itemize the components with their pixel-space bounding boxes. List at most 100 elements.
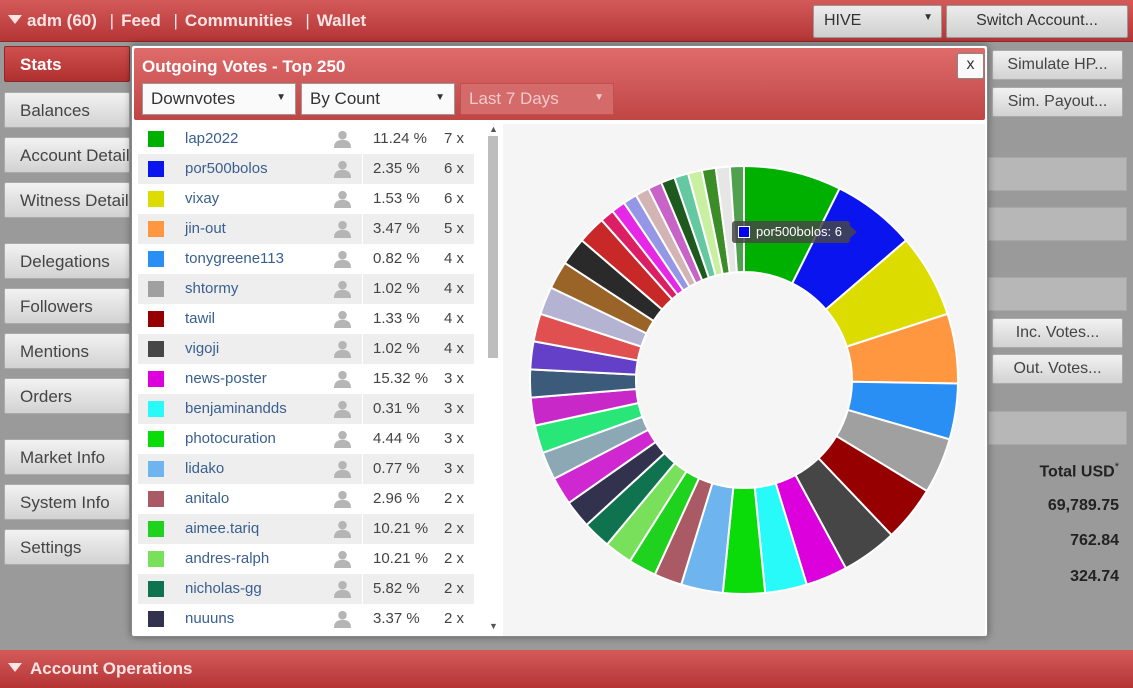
- vote-row: andres-ralph 10.21 % 2 x: [138, 544, 474, 574]
- voter-link[interactable]: vigoji: [185, 340, 220, 357]
- simulate-hp-button[interactable]: Simulate HP...: [992, 50, 1123, 80]
- voter-link[interactable]: vixay: [185, 190, 220, 207]
- user-icon[interactable]: [333, 309, 352, 328]
- range-select[interactable]: Last 7 Days ▼: [460, 83, 614, 115]
- menu-stats[interactable]: Stats: [4, 46, 130, 82]
- menu-mentions[interactable]: Mentions: [4, 333, 130, 369]
- user-icon[interactable]: [333, 219, 352, 238]
- user-icon[interactable]: [333, 429, 352, 448]
- menu-orders[interactable]: Orders: [4, 378, 130, 414]
- scroll-up-icon[interactable]: ▲: [489, 124, 498, 134]
- column-divider: [362, 184, 363, 214]
- column-divider: [362, 364, 363, 394]
- account-menu-caret-icon[interactable]: [8, 15, 22, 24]
- vote-type-value: Downvotes: [151, 89, 236, 108]
- donut-slice[interactable]: [728, 164, 745, 274]
- menu-followers[interactable]: Followers: [4, 288, 130, 324]
- incoming-votes-button[interactable]: Inc. Votes...: [992, 318, 1123, 348]
- close-button[interactable]: x: [957, 53, 984, 79]
- voter-link[interactable]: por500bolos: [185, 160, 268, 177]
- user-icon[interactable]: [333, 189, 352, 208]
- user-icon[interactable]: [333, 519, 352, 538]
- column-divider: [362, 424, 363, 454]
- left-menu: Stats Balances Account Details Witness D…: [0, 44, 136, 644]
- nav-feed[interactable]: Feed: [121, 11, 161, 30]
- voter-link[interactable]: anitalo: [185, 490, 230, 507]
- menu-balances[interactable]: Balances: [4, 92, 130, 128]
- column-divider: [362, 214, 363, 244]
- vote-row: anitalo 2.96 % 2 x: [138, 484, 474, 514]
- column-divider: [362, 574, 363, 604]
- currency-select[interactable]: HIVE ▼: [813, 5, 942, 38]
- vote-count: 3 x: [444, 400, 465, 417]
- sim-payout-button[interactable]: Sim. Payout...: [992, 87, 1123, 117]
- user-icon[interactable]: [333, 279, 352, 298]
- vote-percent: 1.02 %: [373, 280, 420, 297]
- top-nav: adm (60) | Feed | Communities | Wallet: [8, 11, 371, 31]
- switch-account-button[interactable]: Switch Account...: [946, 5, 1128, 38]
- vote-row: nicholas-gg 5.82 % 2 x: [138, 574, 474, 604]
- user-icon[interactable]: [333, 159, 352, 178]
- account-operations-label: Account Operations: [30, 659, 193, 678]
- menu-delegations[interactable]: Delegations: [4, 243, 130, 279]
- color-swatch: [148, 251, 164, 267]
- voter-link[interactable]: tawil: [185, 310, 216, 327]
- vote-percent: 4.44 %: [373, 430, 420, 447]
- vote-count: 7 x: [444, 130, 465, 147]
- list-scrollbar[interactable]: ▲ ▼: [485, 124, 501, 636]
- user-icon[interactable]: [333, 579, 352, 598]
- total-usd-label: Total USD: [1039, 463, 1115, 481]
- chevron-down-icon: ▼: [435, 92, 445, 103]
- user-icon[interactable]: [333, 249, 352, 268]
- column-divider: [362, 454, 363, 484]
- vote-count: 3 x: [444, 370, 465, 387]
- scrollbar-thumb[interactable]: [488, 136, 498, 358]
- vote-row: vixay 1.53 % 6 x: [138, 184, 474, 214]
- voter-link[interactable]: benjaminandds: [185, 400, 287, 417]
- user-icon[interactable]: [333, 399, 352, 418]
- account-name[interactable]: adm (60): [27, 11, 97, 30]
- vote-percent: 2.96 %: [373, 490, 420, 507]
- voter-link[interactable]: news-poster: [185, 370, 267, 387]
- menu-market-info[interactable]: Market Info: [4, 439, 130, 475]
- sort-value: By Count: [310, 89, 380, 108]
- column-divider: [362, 394, 363, 424]
- vote-row: por500bolos 2.35 % 6 x: [138, 154, 474, 184]
- scroll-down-icon[interactable]: ▼: [489, 621, 498, 631]
- vote-row: news-poster 15.32 % 3 x: [138, 364, 474, 394]
- nav-wallet[interactable]: Wallet: [316, 11, 367, 30]
- voter-link[interactable]: lap2022: [185, 130, 239, 147]
- menu-settings[interactable]: Settings: [4, 529, 130, 565]
- voter-link[interactable]: nuuuns: [185, 610, 235, 627]
- voter-link[interactable]: tonygreene113: [185, 250, 284, 267]
- voter-link[interactable]: photocuration: [185, 430, 276, 447]
- voter-link[interactable]: aimee.tariq: [185, 520, 260, 537]
- menu-witness-details[interactable]: Witness Details: [4, 182, 130, 218]
- vote-count: 3 x: [444, 460, 465, 477]
- voter-link[interactable]: lidako: [185, 460, 225, 477]
- user-icon[interactable]: [333, 339, 352, 358]
- user-icon[interactable]: [333, 129, 352, 148]
- menu-account-details[interactable]: Account Details: [4, 137, 130, 173]
- sort-select[interactable]: By Count ▼: [301, 83, 455, 115]
- voter-link[interactable]: shtormy: [185, 280, 239, 297]
- color-swatch: [148, 521, 164, 537]
- user-icon[interactable]: [333, 369, 352, 388]
- outgoing-votes-button[interactable]: Out. Votes...: [992, 354, 1123, 384]
- vote-count: 2 x: [444, 550, 465, 567]
- vote-row: lap2022 11.24 % 7 x: [138, 124, 474, 154]
- user-icon[interactable]: [333, 609, 352, 628]
- vote-type-select[interactable]: Downvotes ▼: [142, 83, 296, 115]
- menu-system-info[interactable]: System Info: [4, 484, 130, 520]
- voter-link[interactable]: andres-ralph: [185, 550, 270, 567]
- column-divider: [362, 274, 363, 304]
- user-icon[interactable]: [333, 549, 352, 568]
- user-icon[interactable]: [333, 489, 352, 508]
- nav-communities[interactable]: Communities: [184, 11, 293, 30]
- color-swatch: [148, 221, 164, 237]
- vote-count: 4 x: [444, 250, 465, 267]
- account-operations-bar[interactable]: Account Operations: [0, 650, 1133, 688]
- voter-link[interactable]: nicholas-gg: [185, 580, 262, 597]
- voter-link[interactable]: jin-out: [185, 220, 226, 237]
- user-icon[interactable]: [333, 459, 352, 478]
